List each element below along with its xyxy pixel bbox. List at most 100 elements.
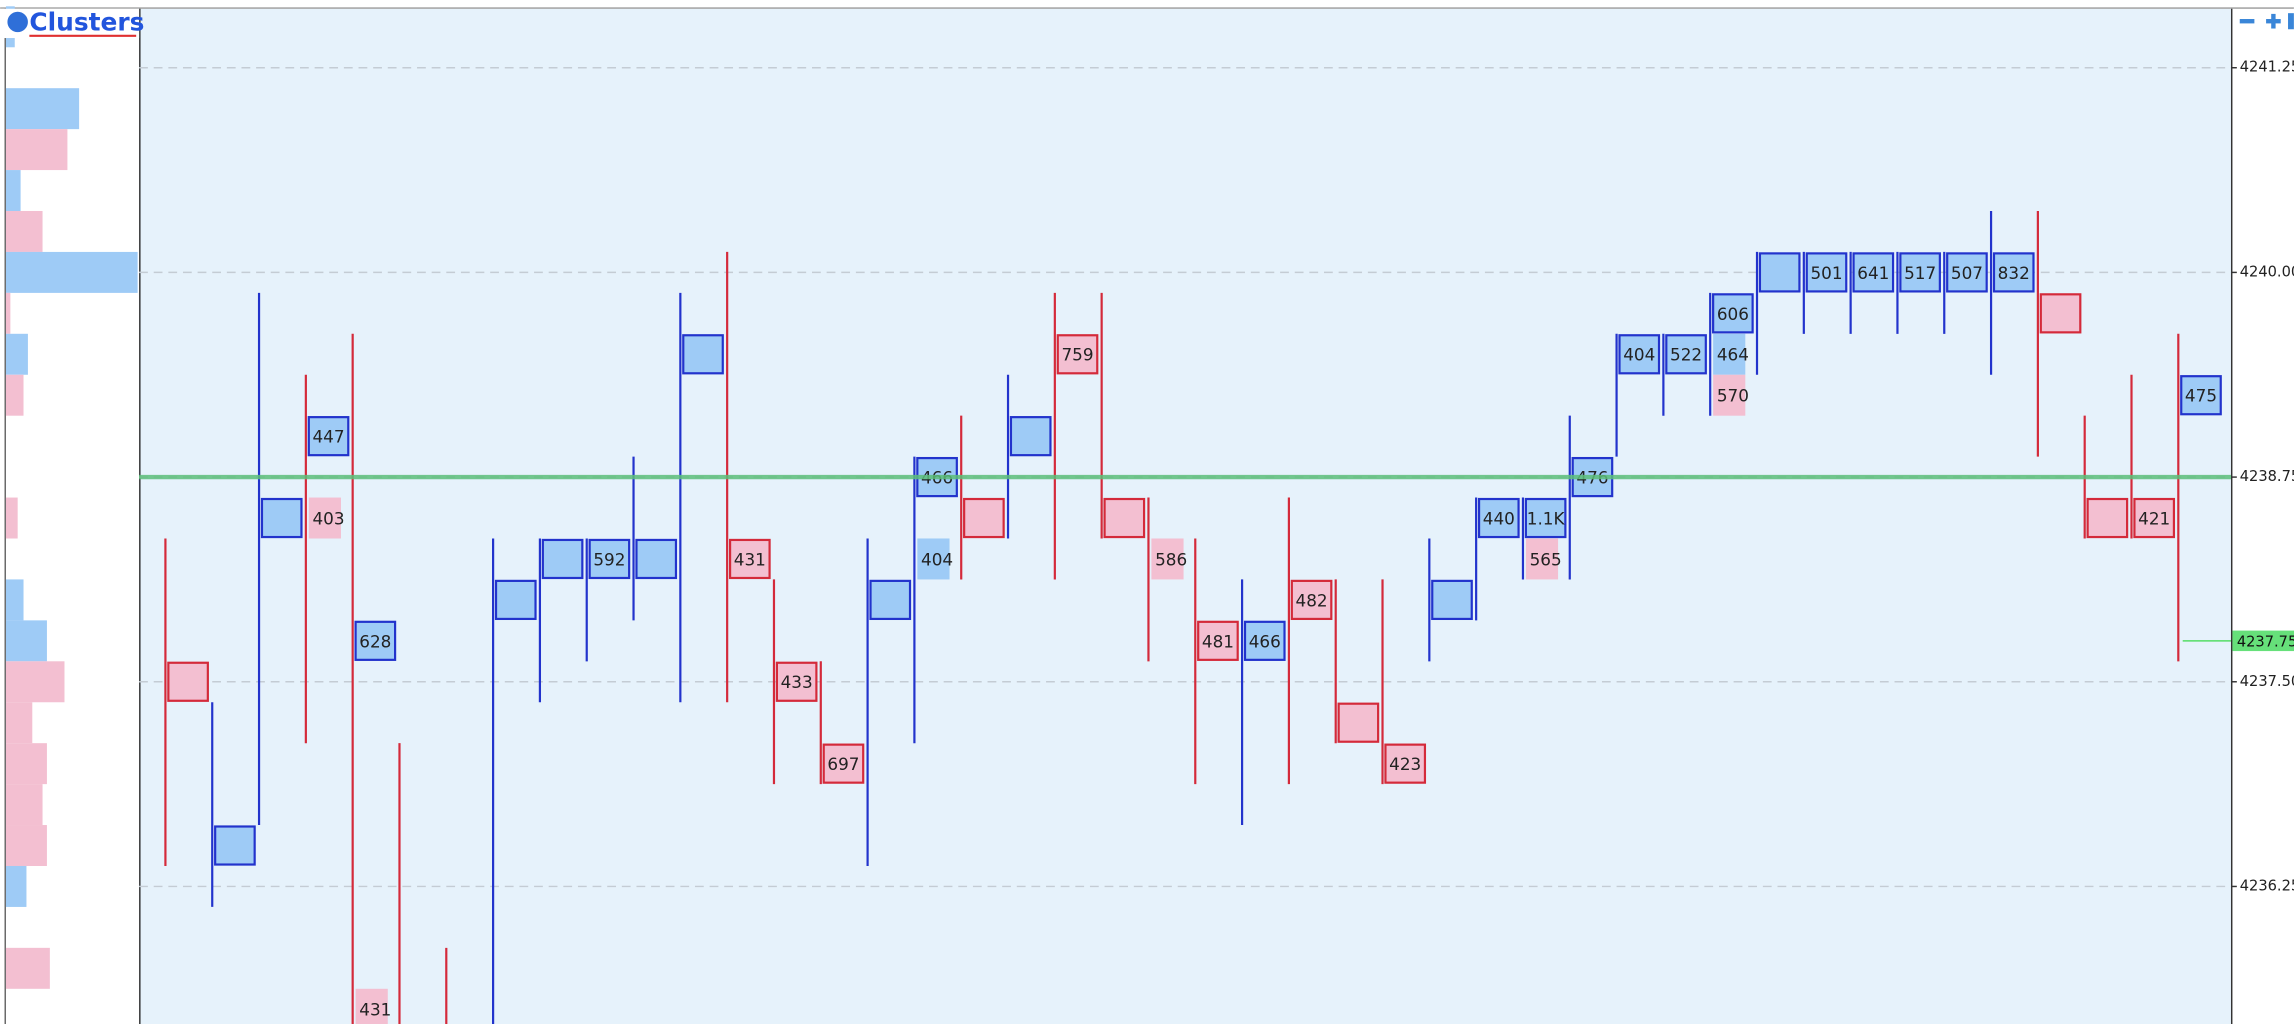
chart-title: Clusters — [29, 7, 144, 36]
cluster-box — [1899, 252, 1941, 293]
y-tick-label: 4236.25 — [2240, 877, 2294, 894]
cluster-box — [2086, 497, 2129, 539]
cluster-box — [2180, 375, 2222, 416]
marks-layer: 447 403 628 431 592 431 433 697 466 404 759 586 481 4… — [5, 6, 2231, 1024]
cluster-box — [214, 825, 256, 866]
volume-label: 628 — [359, 631, 391, 651]
profile-bar — [5, 579, 24, 621]
cluster-box — [354, 620, 397, 661]
volume-label: 586 — [1155, 549, 1187, 569]
cluster-box — [1618, 334, 1661, 375]
volume-label: 641 — [1857, 263, 1889, 283]
cluster-box — [1243, 620, 1286, 661]
plot-background — [139, 8, 2231, 1024]
profile-bar — [5, 784, 43, 826]
volume-label: 423 — [1389, 754, 1421, 774]
volume-cell — [1151, 538, 1184, 580]
cluster-box — [1712, 293, 1754, 334]
y-tick-label: 4241.25 — [2240, 59, 2294, 76]
y-tick-label: 4240.00 — [2240, 263, 2294, 280]
volume-label: 481 — [1202, 631, 1234, 651]
cluster-box — [588, 538, 631, 580]
volume-label: 404 — [1623, 345, 1655, 365]
volume-label: 404 — [921, 549, 953, 569]
profile-bar — [5, 292, 11, 334]
y-tick-label: 4238.75 — [2240, 468, 2294, 485]
cluster-box — [1431, 579, 1473, 621]
profile-bar — [5, 129, 68, 171]
cluster-box — [260, 497, 303, 539]
cluster-box — [822, 743, 865, 784]
volume-label: 697 — [827, 754, 859, 774]
volume-label: 501 — [1810, 263, 1842, 283]
maximize-button-stem — [2271, 13, 2276, 29]
y-tick-label: 4237.50 — [2240, 673, 2294, 690]
volume-cell — [355, 988, 388, 1024]
volume-label: 565 — [1530, 549, 1562, 569]
cluster-box — [963, 497, 1005, 539]
volume-cell — [1713, 374, 1746, 416]
cluster-box — [1946, 252, 1988, 293]
logo — [7, 11, 28, 33]
volume-cell — [1525, 538, 1559, 580]
cluster-box — [1384, 743, 1427, 784]
volume-label: 570 — [1717, 386, 1749, 406]
cluster-box — [1992, 252, 2035, 293]
cluster-box — [1524, 497, 1567, 539]
volume-cell — [1713, 333, 1746, 375]
cluster-box — [1197, 620, 1239, 661]
close-button[interactable] — [2288, 13, 2294, 30]
profile-bar — [5, 661, 65, 703]
volume-cell — [917, 538, 950, 580]
cluster-box — [1290, 579, 1333, 621]
cluster-box — [1758, 252, 1801, 293]
cluster-box — [728, 538, 771, 580]
profile-bar — [5, 170, 21, 212]
cluster-box — [307, 416, 350, 457]
volume-label: 431 — [359, 1000, 391, 1020]
volume-label: 832 — [1998, 263, 2030, 283]
cluster-box — [1665, 334, 1707, 375]
volume-label: 466 — [1249, 631, 1281, 651]
volume-label: 440 — [1483, 508, 1515, 528]
volume-label: 592 — [593, 549, 625, 569]
volume-label: 403 — [312, 508, 344, 528]
profile-bar — [5, 210, 43, 252]
cluster-box — [2133, 497, 2176, 539]
cluster-box — [2039, 293, 2082, 334]
cluster-box — [1805, 252, 1848, 293]
cluster-box — [1103, 497, 1146, 539]
last-price-tag — [2232, 630, 2294, 652]
profile-bar — [5, 620, 47, 662]
profile-bar — [5, 865, 27, 907]
profile-bar — [5, 702, 33, 744]
cluster-box — [1056, 334, 1099, 375]
cluster-box — [635, 538, 678, 580]
window-controls[interactable] — [2239, 13, 2294, 30]
volume-label: 759 — [1061, 345, 1093, 365]
volume-label: 522 — [1670, 345, 1702, 365]
cluster-box — [494, 579, 537, 621]
volume-label: 421 — [2138, 508, 2170, 528]
cluster-box — [1337, 702, 1380, 743]
profile-bar — [5, 947, 50, 989]
volume-label: 507 — [1951, 263, 1983, 283]
profile-bar — [5, 88, 80, 130]
profile-bar — [5, 251, 138, 293]
cluster-box — [682, 334, 724, 375]
cluster-box — [1477, 497, 1520, 539]
volume-label: 475 — [2185, 386, 2217, 406]
profile-bar — [5, 333, 28, 375]
minimize-button[interactable] — [2239, 19, 2255, 24]
volume-label: 431 — [734, 549, 766, 569]
cluster-box — [1009, 416, 1052, 457]
volume-label: 464 — [1717, 345, 1749, 365]
cluster-box — [1852, 252, 1895, 293]
profile-bar — [5, 825, 47, 866]
volume-label: 447 — [312, 427, 344, 447]
profile-bar — [5, 743, 47, 785]
last-price-label: 4237.75 — [2237, 633, 2294, 650]
volume-label: 517 — [1904, 263, 1936, 283]
volume-label: 1.1K — [1527, 508, 1566, 528]
cluster-box — [869, 579, 912, 621]
